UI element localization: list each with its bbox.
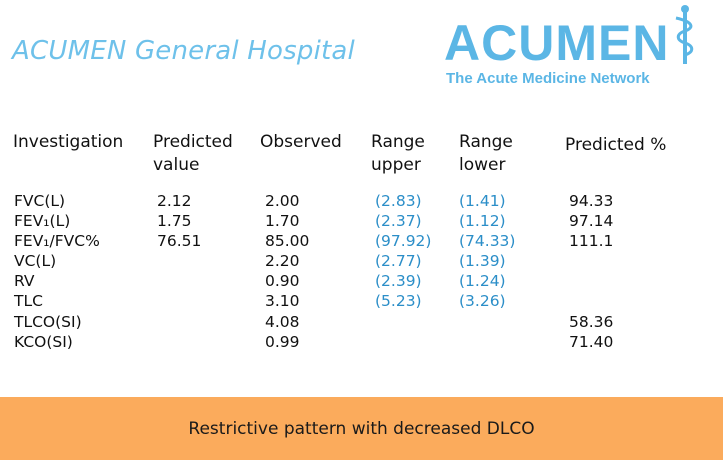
header-lower-line2: lower — [459, 155, 506, 175]
row-range-upper: (2.83) — [375, 192, 422, 210]
row-range-lower: (1.24) — [459, 272, 506, 290]
conclusion-text: Restrictive pattern with decreased DLCO — [188, 418, 535, 439]
row-observed: 85.00 — [265, 232, 310, 250]
row-name: TLC — [14, 292, 43, 310]
header-range-lower: Range lower — [459, 131, 513, 177]
row-predicted-pct: 71.40 — [569, 333, 614, 351]
header-predicted: Predicted value — [153, 131, 233, 177]
row-predicted-pct: 111.1 — [569, 232, 614, 250]
row-observed: 1.70 — [265, 212, 300, 230]
header-range-upper: Range upper — [371, 131, 425, 177]
header-investigation: Investigation — [13, 131, 123, 154]
caduceus-icon — [675, 5, 694, 64]
row-observed: 4.08 — [265, 313, 300, 331]
row-range-lower: (3.26) — [459, 292, 506, 310]
hospital-title: ACUMEN General Hospital — [12, 36, 355, 66]
conclusion-banner: Restrictive pattern with decreased DLCO — [0, 397, 723, 460]
row-name: RV — [14, 272, 35, 290]
row-name: FVC(L) — [14, 192, 66, 210]
row-name: TLCO(SI) — [14, 313, 82, 331]
header-observed: Observed — [260, 131, 342, 154]
logo-tagline: The Acute Medicine Network — [446, 70, 650, 87]
header-observed-label: Observed — [260, 132, 342, 152]
row-range-lower: (1.12) — [459, 212, 506, 230]
header-predicted-line2: value — [153, 155, 200, 175]
row-observed: 2.00 — [265, 192, 300, 210]
row-predicted: 76.51 — [157, 232, 202, 250]
row-range-upper: (2.37) — [375, 212, 422, 230]
row-predicted-pct: 94.33 — [569, 192, 614, 210]
header-pct-label: Predicted % — [565, 135, 667, 155]
header-predicted-pct: Predicted % — [565, 134, 666, 157]
row-name: KCO(SI) — [14, 333, 73, 351]
row-range-lower: (1.41) — [459, 192, 506, 210]
row-observed: 0.99 — [265, 333, 300, 351]
logo-wordmark: ACUMEN — [444, 15, 670, 71]
row-name: FEV₁(L) — [14, 212, 71, 230]
acumen-logo: ACUMEN The Acute Medicine Network — [438, 4, 710, 94]
row-observed: 0.90 — [265, 272, 300, 290]
row-range-upper: (5.23) — [375, 292, 422, 310]
header-investigation-label: Investigation — [13, 132, 124, 152]
row-name: VC(L) — [14, 252, 57, 270]
row-observed: 2.20 — [265, 252, 300, 270]
row-range-upper: (2.39) — [375, 272, 422, 290]
header-predicted-line1: Predicted — [153, 132, 233, 152]
header-upper-line2: upper — [371, 155, 421, 175]
row-predicted-pct: 97.14 — [569, 212, 614, 230]
row-predicted: 2.12 — [157, 192, 192, 210]
row-range-lower: (1.39) — [459, 252, 506, 270]
row-range-upper: (2.77) — [375, 252, 422, 270]
row-observed: 3.10 — [265, 292, 300, 310]
row-predicted: 1.75 — [157, 212, 192, 230]
header-upper-line1: Range — [371, 132, 425, 152]
row-range-lower: (74.33) — [459, 232, 516, 250]
row-range-upper: (97.92) — [375, 232, 432, 250]
header-lower-line1: Range — [459, 132, 513, 152]
row-predicted-pct: 58.36 — [569, 313, 614, 331]
row-name: FEV₁/FVC% — [14, 232, 100, 250]
